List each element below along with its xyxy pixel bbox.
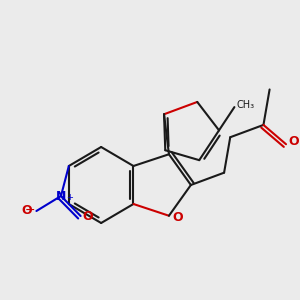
Text: CH₃: CH₃ (236, 100, 254, 110)
Text: O: O (288, 135, 298, 148)
Text: N: N (56, 190, 66, 202)
Text: −: − (25, 203, 35, 217)
Text: O: O (82, 209, 93, 223)
Text: O: O (22, 205, 32, 218)
Text: O: O (172, 211, 182, 224)
Text: +: + (66, 193, 73, 202)
